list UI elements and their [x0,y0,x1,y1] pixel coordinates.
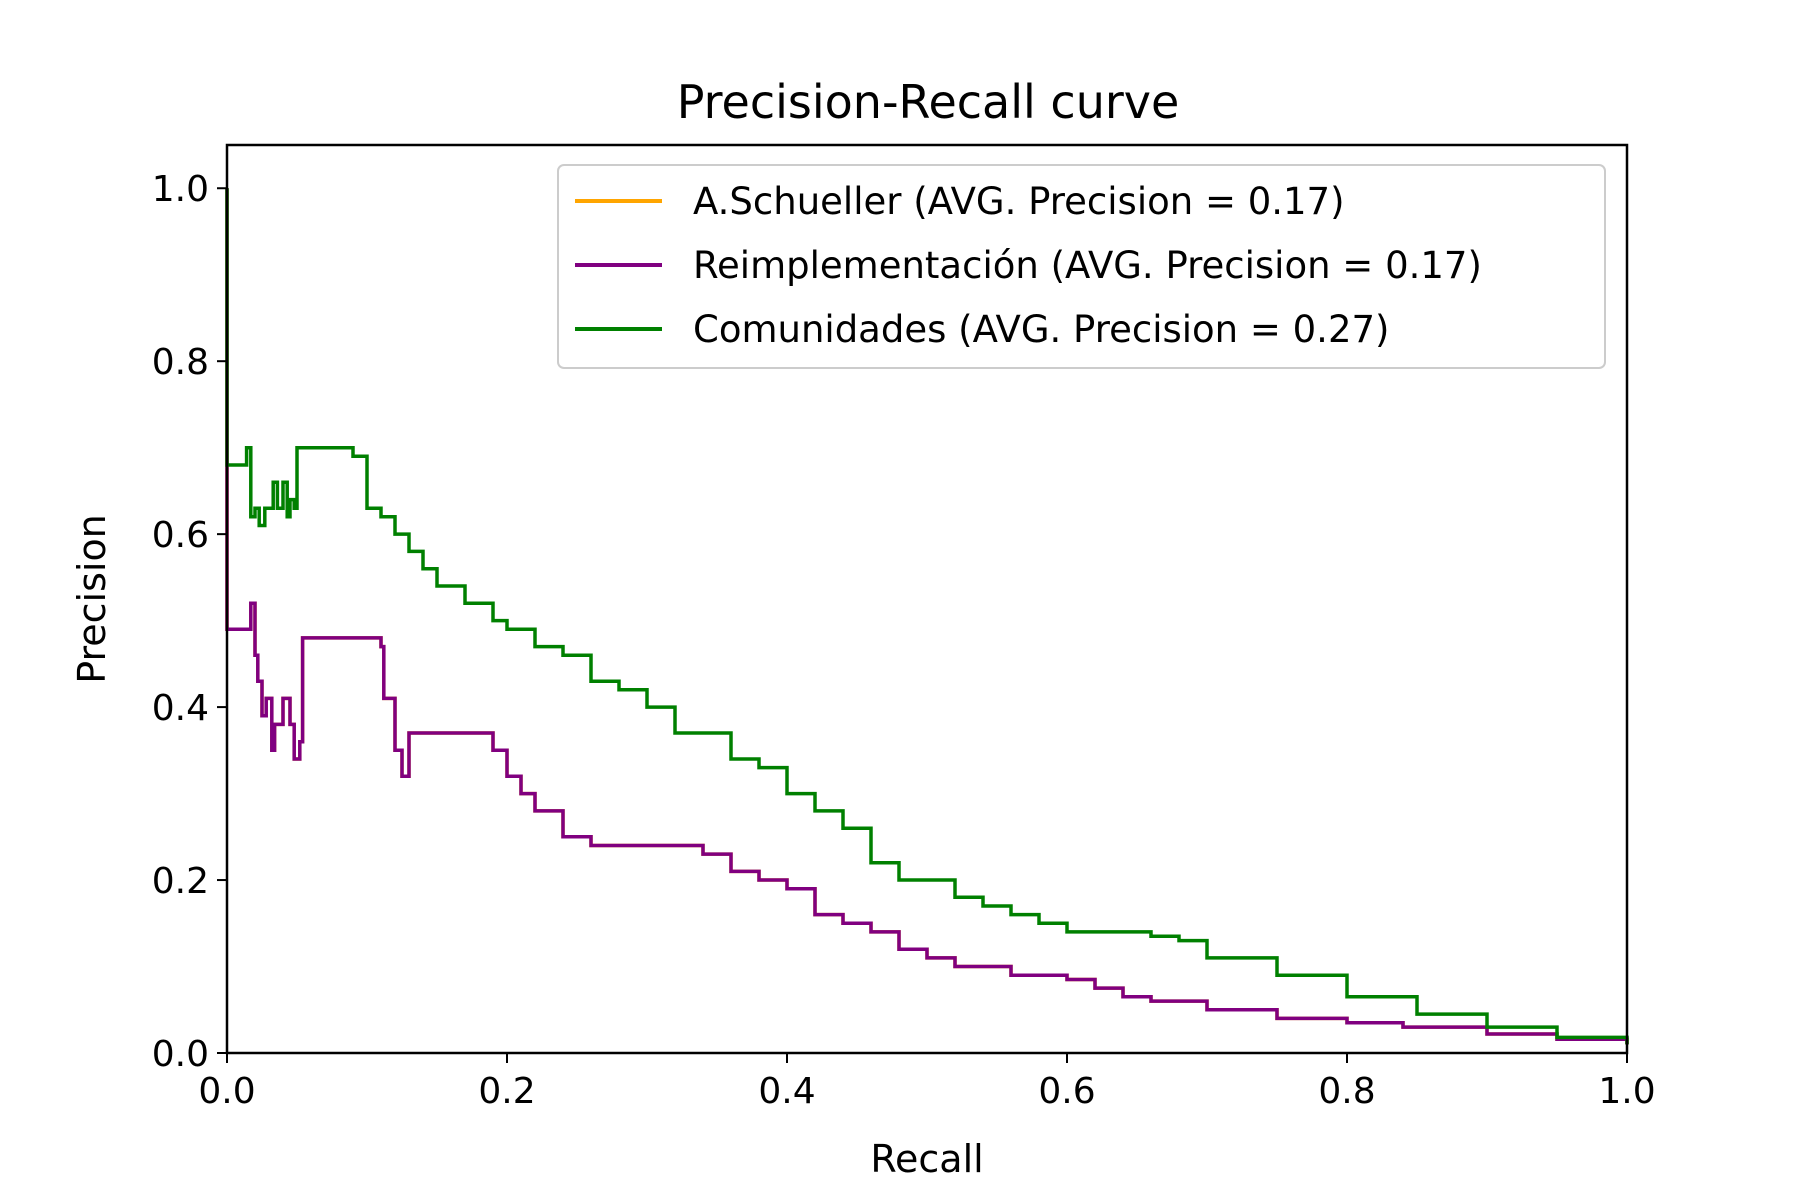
series-layer [225,188,1629,1045]
y-axis-label: Precision [70,514,114,684]
legend-entry: Comunidades (AVG. Precision = 0.27) [575,308,1389,351]
x-tick-label: 1.0 [1598,1071,1655,1112]
x-axis-label: Recall [870,1137,983,1181]
x-axis-ticks: 0.0 0.2 0.4 0.6 0.8 1.0 [198,1053,1656,1112]
legend-entry: Reimplementación (AVG. Precision = 0.17) [575,244,1482,287]
y-tick-label: 1.0 [152,169,209,210]
legend-label: A.Schueller (AVG. Precision = 0.17) [693,180,1345,223]
y-tick-label: 0.4 [152,688,209,729]
series-line-2 [225,188,1629,1045]
series-line-3 [225,188,1629,1045]
y-tick-label: 0.6 [152,515,209,556]
legend-items: A.Schueller (AVG. Precision = 0.17) Reimp… [575,180,1482,351]
x-tick-label: 0.8 [1318,1071,1375,1112]
y-axis-ticks: 0.0 0.2 0.4 0.6 0.8 1.0 [152,169,227,1075]
legend-entry: A.Schueller (AVG. Precision = 0.17) [575,180,1345,223]
legend-label: Comunidades (AVG. Precision = 0.27) [693,308,1389,351]
x-tick-label: 0.0 [198,1071,255,1112]
x-tick-label: 0.6 [1038,1071,1095,1112]
plot-area [225,143,1629,1055]
plot-frame [225,143,1629,1055]
x-tick-label: 0.4 [758,1071,815,1112]
legend-label: Reimplementación (AVG. Precision = 0.17) [693,244,1482,287]
legend-box [557,164,1606,369]
y-tick-label: 0.8 [152,342,209,383]
y-tick-label: 0.2 [152,861,209,902]
chart-title: Precision-Recall curve [677,75,1180,129]
y-tick-label: 0.0 [152,1034,209,1075]
legend: A.Schueller (AVG. Precision = 0.17) Reimp… [557,164,1606,369]
x-tick-label: 0.2 [478,1071,535,1112]
